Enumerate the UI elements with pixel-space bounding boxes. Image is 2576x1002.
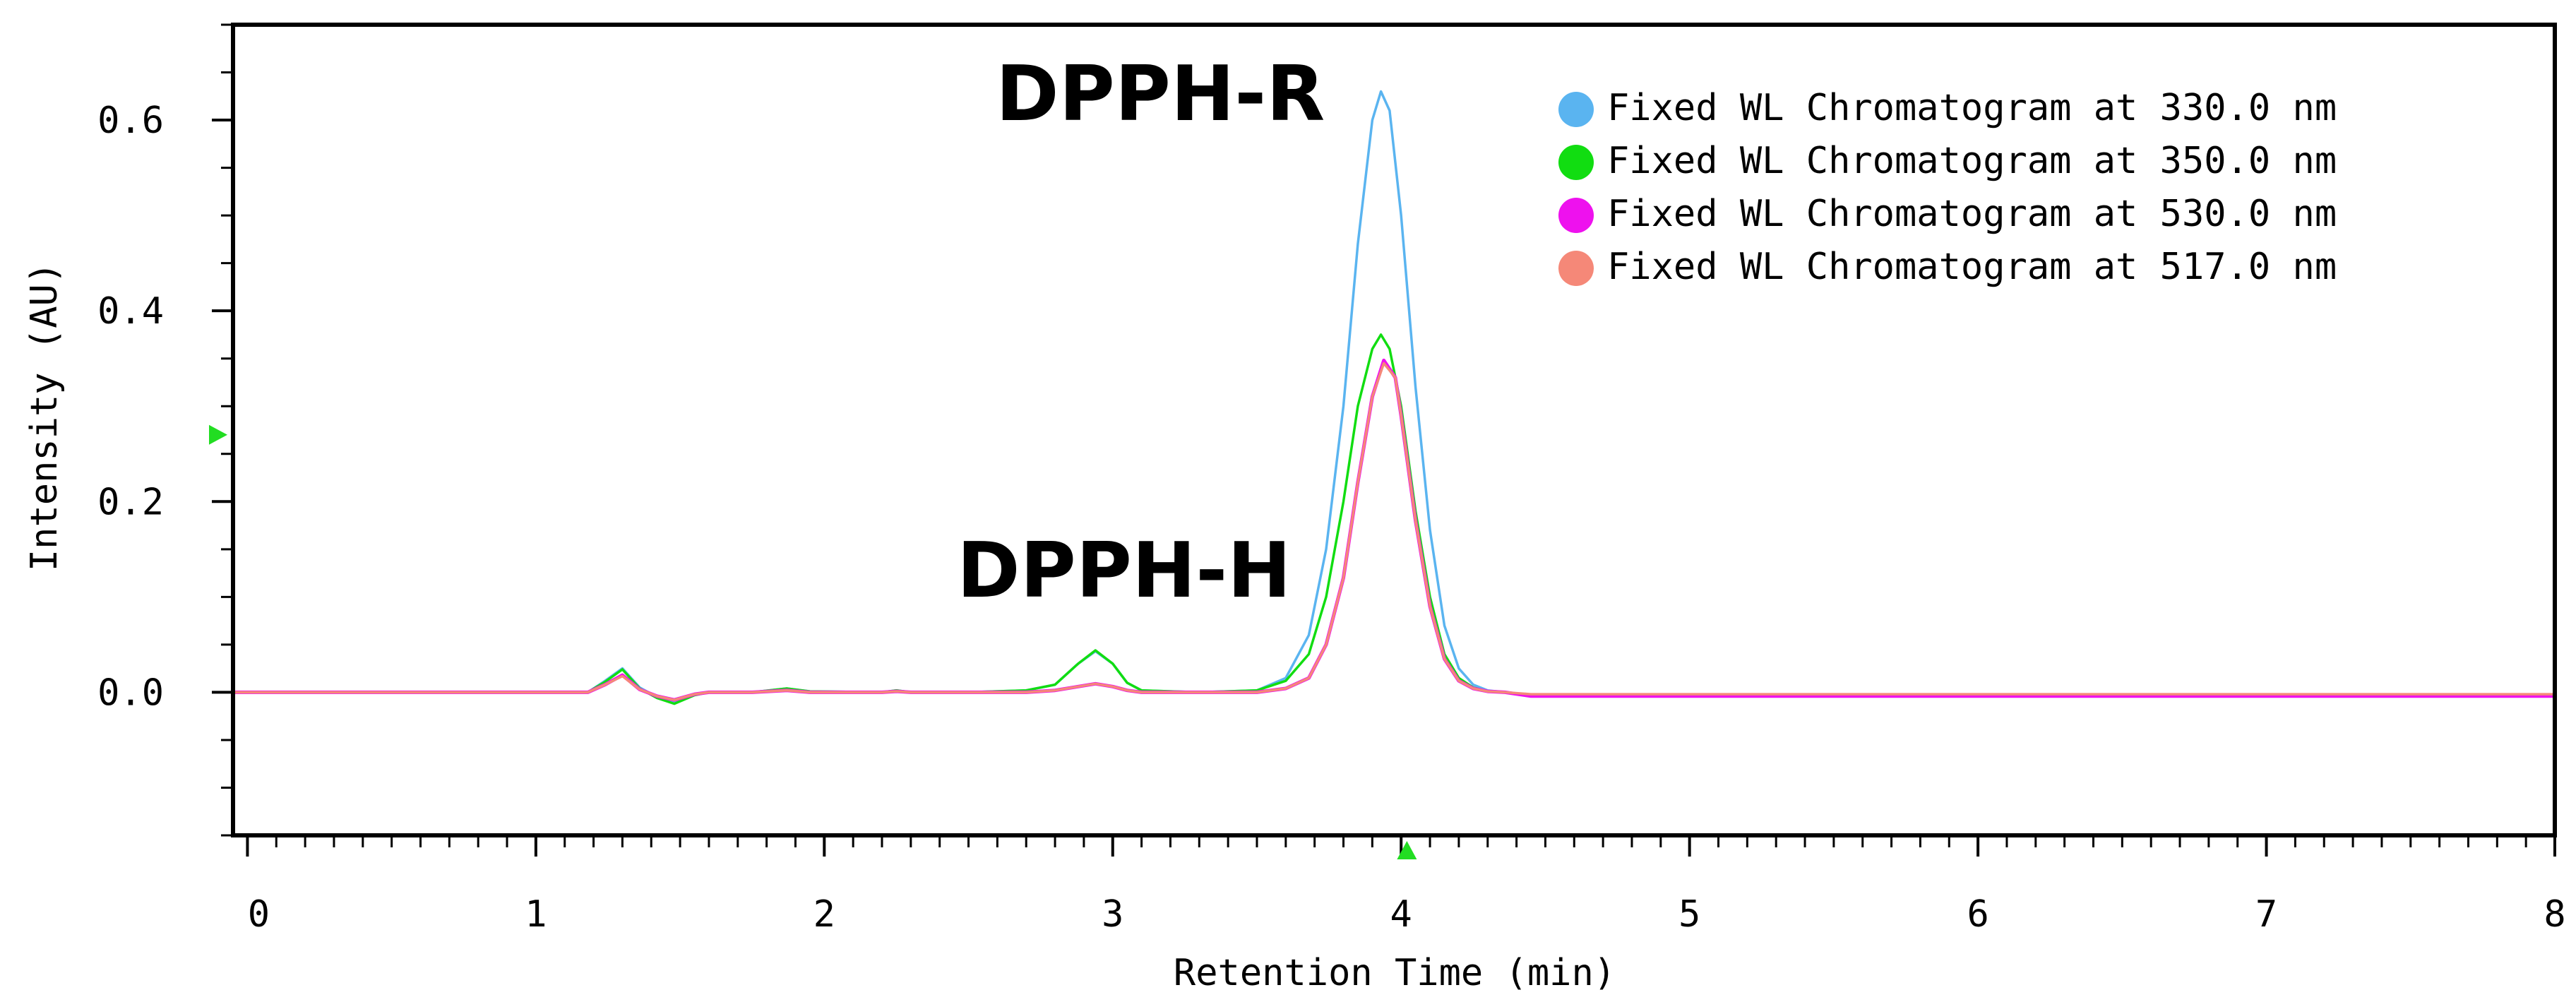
legend-label-350nm: Fixed WL Chromatogram at 350.0 nm bbox=[1607, 140, 2337, 182]
x-tick-label: 5 bbox=[1678, 893, 1700, 936]
legend-item: Fixed WL Chromatogram at 350.0 nm bbox=[1558, 140, 2337, 182]
x-tick-label: 1 bbox=[525, 893, 547, 936]
legend-label-530nm: Fixed WL Chromatogram at 530.0 nm bbox=[1607, 193, 2337, 235]
legend-label-330nm: Fixed WL Chromatogram at 330.0 nm bbox=[1607, 87, 2337, 129]
legend-item: Fixed WL Chromatogram at 330.0 nm bbox=[1558, 87, 2337, 129]
x-axis-title: Retention Time (min) bbox=[1174, 952, 1616, 994]
legend-swatch-350nm bbox=[1558, 145, 1594, 180]
series-line-517nm bbox=[233, 362, 2555, 701]
series-layer bbox=[233, 90, 2555, 705]
x-tick-label: 2 bbox=[813, 893, 835, 936]
x-tick-label: 7 bbox=[2255, 893, 2277, 936]
series-line-350nm bbox=[233, 333, 2555, 705]
legend-item: Fixed WL Chromatogram at 517.0 nm bbox=[1558, 246, 2337, 288]
x-tick-label: 0 bbox=[248, 893, 270, 936]
x-tick-label: 3 bbox=[1102, 893, 1123, 936]
x-axis-marker bbox=[1397, 841, 1417, 859]
y-tick-label: 0.0 bbox=[97, 672, 164, 714]
legend: Fixed WL Chromatogram at 330.0 nm Fixed … bbox=[1558, 87, 2337, 288]
x-tick-label: 4 bbox=[1390, 893, 1412, 936]
legend-label-517nm: Fixed WL Chromatogram at 517.0 nm bbox=[1607, 246, 2337, 288]
legend-swatch-517nm bbox=[1558, 251, 1594, 286]
plot-frame bbox=[231, 23, 2557, 837]
x-tick-label: 8 bbox=[2544, 893, 2565, 936]
legend-swatch-330nm bbox=[1558, 92, 1594, 127]
annotation-dpph-r: DPPH-R bbox=[996, 50, 1325, 138]
legend-swatch-530nm bbox=[1558, 198, 1594, 233]
tick-labels-layer: 0 1 2 3 4 5 6 7 8 0.0 0.2 0.4 0.6 bbox=[97, 100, 2566, 936]
y-tick-label: 0.2 bbox=[97, 481, 164, 523]
y-tick-label: 0.6 bbox=[97, 100, 164, 142]
markers-layer bbox=[209, 424, 1417, 859]
y-axis-marker bbox=[209, 424, 227, 445]
y-tick-label: 0.4 bbox=[97, 290, 164, 333]
annotation-dpph-h: DPPH-H bbox=[957, 527, 1292, 615]
y-axis-title: Intensity (AU) bbox=[23, 262, 66, 571]
legend-item: Fixed WL Chromatogram at 530.0 nm bbox=[1558, 193, 2337, 235]
x-tick-label: 6 bbox=[1967, 893, 1988, 936]
